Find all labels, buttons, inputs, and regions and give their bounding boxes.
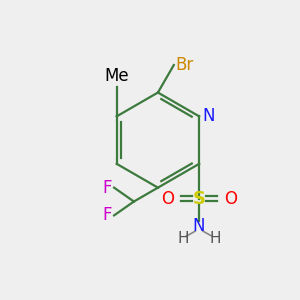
Text: S: S <box>193 190 206 208</box>
Text: O: O <box>161 190 174 208</box>
Text: N: N <box>193 217 206 235</box>
Text: F: F <box>103 206 112 224</box>
Text: H: H <box>178 231 189 246</box>
Text: Me: Me <box>104 67 129 85</box>
Text: O: O <box>224 190 237 208</box>
Text: Br: Br <box>176 56 194 74</box>
Text: H: H <box>209 231 221 246</box>
Text: N: N <box>202 107 214 125</box>
Text: F: F <box>103 178 112 196</box>
